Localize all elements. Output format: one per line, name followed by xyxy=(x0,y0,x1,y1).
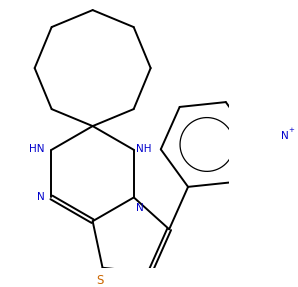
Text: NH: NH xyxy=(136,144,152,154)
Text: N: N xyxy=(136,203,143,213)
Text: S: S xyxy=(97,274,104,286)
Text: N: N xyxy=(281,131,289,141)
Text: HN: HN xyxy=(29,144,44,154)
Text: N: N xyxy=(37,192,44,202)
Text: +: + xyxy=(288,127,294,133)
